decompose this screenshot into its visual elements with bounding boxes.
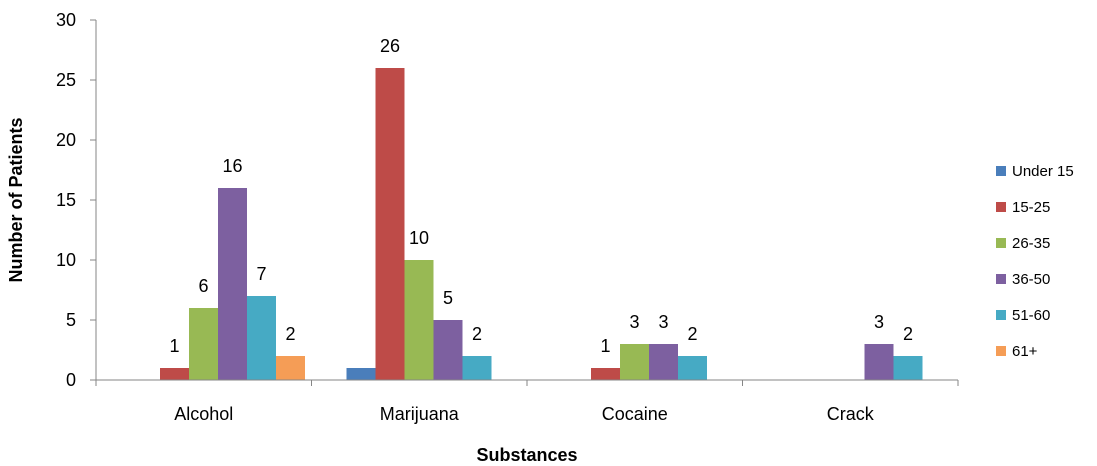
x-tick-label: Marijuana xyxy=(380,404,460,424)
data-label: 2 xyxy=(687,324,697,344)
bar xyxy=(160,368,189,380)
x-tick-label: Alcohol xyxy=(174,404,233,424)
bar xyxy=(276,356,305,380)
legend-swatch xyxy=(996,346,1006,356)
legend-label: Under 15 xyxy=(1012,163,1074,180)
data-label: 10 xyxy=(409,228,429,248)
bar xyxy=(433,320,463,380)
data-label: 6 xyxy=(198,276,208,296)
data-label: 26 xyxy=(380,36,400,56)
bar xyxy=(218,188,247,380)
bar xyxy=(893,356,923,380)
bar xyxy=(462,356,492,380)
data-label: 5 xyxy=(443,288,453,308)
data-label: 2 xyxy=(903,324,913,344)
data-label: 7 xyxy=(256,264,266,284)
bar xyxy=(375,68,405,380)
bar xyxy=(649,344,678,380)
y-tick-label: 20 xyxy=(56,130,76,150)
data-label: 2 xyxy=(285,324,295,344)
bar xyxy=(247,296,276,380)
data-label: 3 xyxy=(629,312,639,332)
legend-label: 26-35 xyxy=(1012,235,1050,252)
y-axis-title: Number of Patients xyxy=(6,117,26,282)
data-label: 16 xyxy=(222,156,242,176)
legend-label: 61+ xyxy=(1012,343,1038,360)
data-label: 1 xyxy=(169,336,179,356)
bar xyxy=(404,260,434,380)
data-label: 3 xyxy=(658,312,668,332)
data-label: 2 xyxy=(472,324,482,344)
bar xyxy=(620,344,649,380)
bar xyxy=(864,344,894,380)
x-tick-label: Crack xyxy=(827,404,875,424)
y-tick-label: 0 xyxy=(66,370,76,390)
legend-swatch xyxy=(996,310,1006,320)
bar xyxy=(678,356,707,380)
legend-swatch xyxy=(996,274,1006,284)
y-tick-label: 5 xyxy=(66,310,76,330)
bar xyxy=(346,368,376,380)
legend-swatch xyxy=(996,166,1006,176)
data-label: 3 xyxy=(874,312,884,332)
y-tick-label: 25 xyxy=(56,70,76,90)
x-tick-label: Cocaine xyxy=(602,404,668,424)
legend-swatch xyxy=(996,238,1006,248)
y-tick-label: 10 xyxy=(56,250,76,270)
legend-label: 36-50 xyxy=(1012,271,1050,288)
data-label: 1 xyxy=(600,336,610,356)
legend-label: 51-60 xyxy=(1012,307,1050,324)
legend-swatch xyxy=(996,202,1006,212)
bars-layer xyxy=(160,68,923,380)
bar xyxy=(189,308,218,380)
bar xyxy=(591,368,620,380)
y-tick-label: 15 xyxy=(56,190,76,210)
x-axis-title: Substances xyxy=(476,445,577,465)
y-tick-label: 30 xyxy=(56,10,76,30)
legend-label: 15-25 xyxy=(1012,199,1050,216)
legend: Under 15 15-25 26-35 36-50 51-60 61+ xyxy=(996,163,1074,360)
